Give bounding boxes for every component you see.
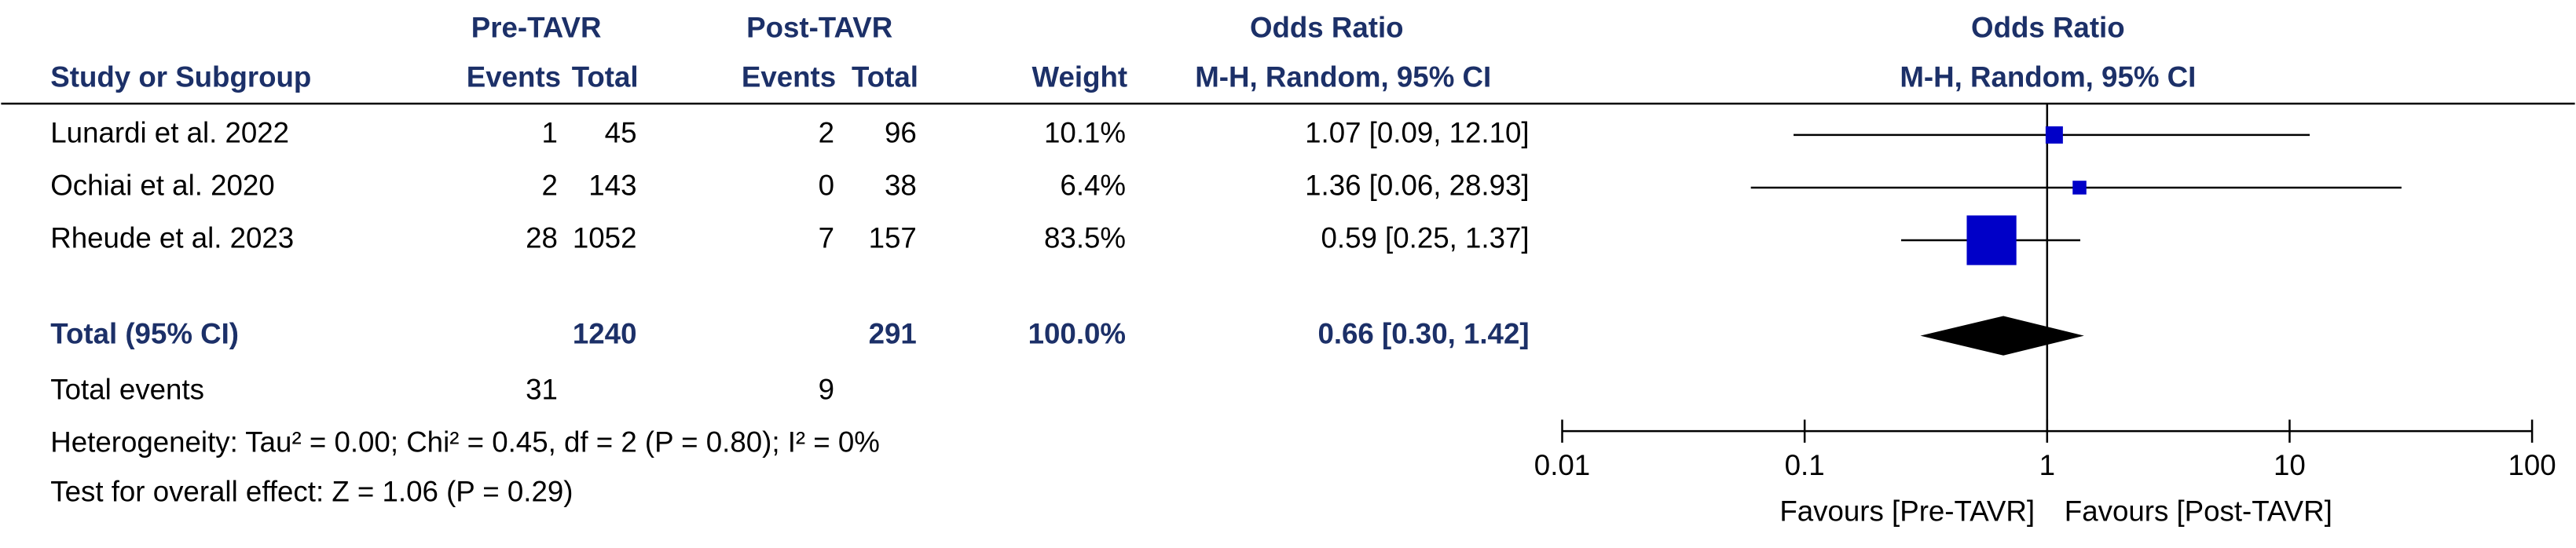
cell: 38 — [885, 170, 917, 202]
x-tick-label: 1 — [2039, 449, 2055, 481]
cell: 1052 — [573, 222, 637, 254]
column-header: Study or Subgroup — [50, 60, 311, 93]
weight: 10.1% — [1044, 117, 1126, 149]
effect-square — [2045, 126, 2063, 144]
favours-left: Favours [Pre-TAVR] — [1779, 495, 2035, 528]
x-tick-label: 0.01 — [1534, 449, 1590, 481]
x-tick-label: 10 — [2274, 449, 2306, 481]
cell: 0 — [819, 170, 834, 202]
effect-square — [2072, 181, 2087, 195]
column-header: Weight — [1032, 60, 1128, 93]
group-header: Odds Ratio — [1250, 11, 1404, 43]
or-ci: 1.07 [0.09, 12.10] — [1305, 117, 1529, 149]
column-header: Events — [467, 60, 561, 93]
group-header: Post-TAVR — [746, 11, 892, 43]
total-or-ci: 0.66 [0.30, 1.42] — [1317, 317, 1529, 349]
heterogeneity: Heterogeneity: Tau² = 0.00; Chi² = 0.45,… — [50, 426, 880, 458]
cell: 2 — [541, 170, 557, 202]
x-tick-label: 100 — [2508, 449, 2556, 481]
cell: 157 — [869, 222, 917, 254]
cell: 1 — [541, 117, 557, 149]
total-name: Total (95% CI) — [50, 317, 239, 349]
cell: 7 — [819, 222, 834, 254]
column-header: M-H, Random, 95% CI — [1900, 60, 2196, 93]
x-tick-label: 0.1 — [1785, 449, 1825, 481]
total-pre: 1240 — [573, 317, 637, 349]
study-name: Rheude et al. 2023 — [50, 222, 294, 254]
study-name: Ochiai et al. 2020 — [50, 170, 274, 202]
group-header: Odds Ratio — [1971, 11, 2125, 43]
overall-effect: Test for overall effect: Z = 1.06 (P = 0… — [50, 476, 573, 508]
total-events-post: 9 — [819, 374, 834, 406]
total-events-pre: 31 — [526, 374, 558, 406]
column-header: M-H, Random, 95% CI — [1195, 60, 1491, 93]
cell: 143 — [588, 170, 636, 202]
total-events-label: Total events — [50, 374, 204, 406]
group-header: Pre-TAVR — [471, 11, 602, 43]
column-header: Total — [572, 60, 639, 93]
total-post: 291 — [869, 317, 917, 349]
weight: 83.5% — [1044, 222, 1126, 254]
weight: 6.4% — [1060, 170, 1126, 202]
favours-right: Favours [Post-TAVR] — [2065, 495, 2332, 528]
cell: 45 — [605, 117, 637, 149]
cell: 96 — [885, 117, 917, 149]
total-weight: 100.0% — [1028, 317, 1126, 349]
or-ci: 0.59 [0.25, 1.37] — [1321, 222, 1529, 254]
column-header: Total — [852, 60, 918, 93]
effect-square — [1966, 215, 2017, 265]
cell: 2 — [819, 117, 834, 149]
or-ci: 1.36 [0.06, 28.93] — [1305, 170, 1529, 202]
study-name: Lunardi et al. 2022 — [50, 117, 289, 149]
cell: 28 — [526, 222, 558, 254]
pooled-diamond — [1920, 316, 2084, 356]
column-header: Events — [742, 60, 836, 93]
